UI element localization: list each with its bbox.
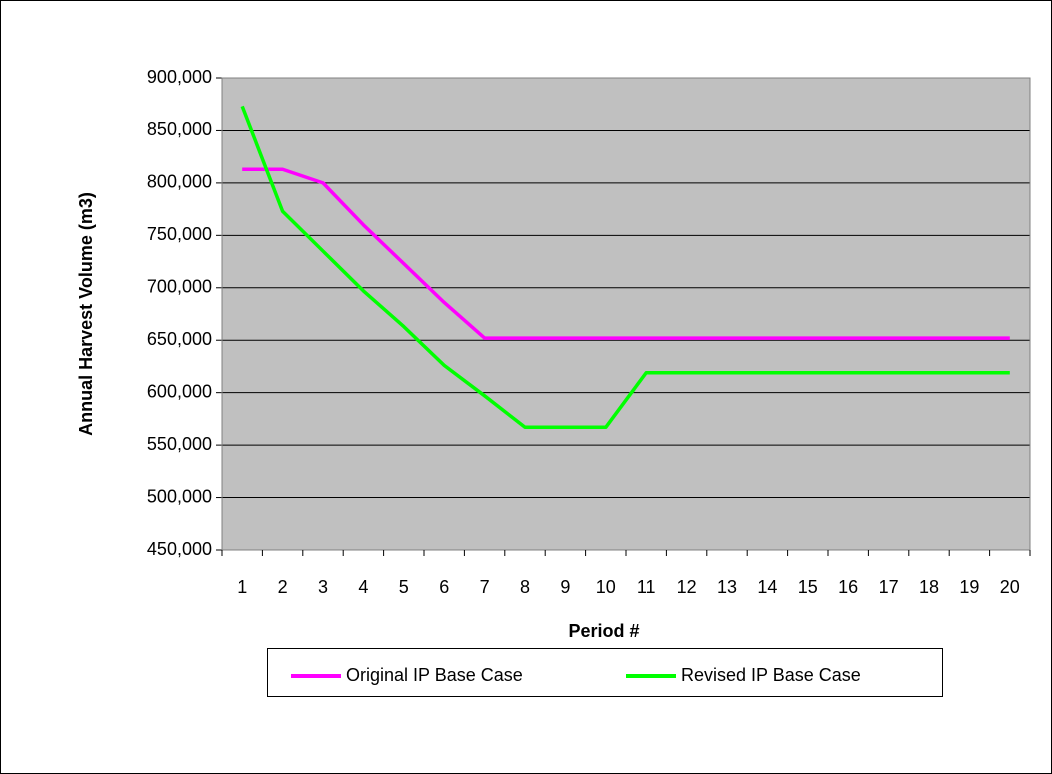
x-tick-label: 7: [480, 577, 490, 597]
x-tick-label: 2: [278, 577, 288, 597]
series-line: [240, 105, 1010, 430]
y-tick-label: 650,000: [147, 329, 212, 349]
y-tick-label: 750,000: [147, 224, 212, 244]
y-tick-label: 900,000: [147, 67, 212, 87]
y-tick-label: 550,000: [147, 434, 212, 454]
y-tick-label: 700,000: [147, 277, 212, 297]
x-tick-label: 17: [879, 577, 899, 597]
x-tick-label: 6: [439, 577, 449, 597]
x-tick-label: 13: [717, 577, 737, 597]
legend-box: [267, 648, 943, 697]
y-tick-label: 450,000: [147, 539, 212, 559]
x-tick-label: 18: [919, 577, 939, 597]
x-tick-label: 10: [596, 577, 616, 597]
y-tick-label: 850,000: [147, 119, 212, 139]
x-tick-label: 16: [838, 577, 858, 597]
x-tick-label: 8: [520, 577, 530, 597]
x-axis-label: Period #: [568, 621, 639, 641]
y-axis-label: Annual Harvest Volume (m3): [76, 192, 96, 436]
plot-area: [222, 78, 1030, 550]
y-tick-label: 600,000: [147, 381, 212, 401]
legend-label: Revised IP Base Case: [681, 665, 861, 685]
legend-label: Original IP Base Case: [346, 665, 523, 685]
x-tick-label: 5: [399, 577, 409, 597]
y-tick-label: 500,000: [147, 486, 212, 506]
x-tick-label: 3: [318, 577, 328, 597]
x-tick-label: 1: [237, 577, 247, 597]
x-tick-label: 11: [637, 577, 656, 597]
x-tick-label: 14: [757, 577, 777, 597]
series-line: [242, 167, 1010, 340]
x-tick-label: 12: [677, 577, 697, 597]
x-tick-label: 20: [1000, 577, 1020, 597]
x-tick-label: 4: [358, 577, 368, 597]
x-tick-label: 19: [959, 577, 979, 597]
y-tick-label: 800,000: [147, 172, 212, 192]
x-tick-label: 15: [798, 577, 818, 597]
x-tick-label: 9: [560, 577, 570, 597]
